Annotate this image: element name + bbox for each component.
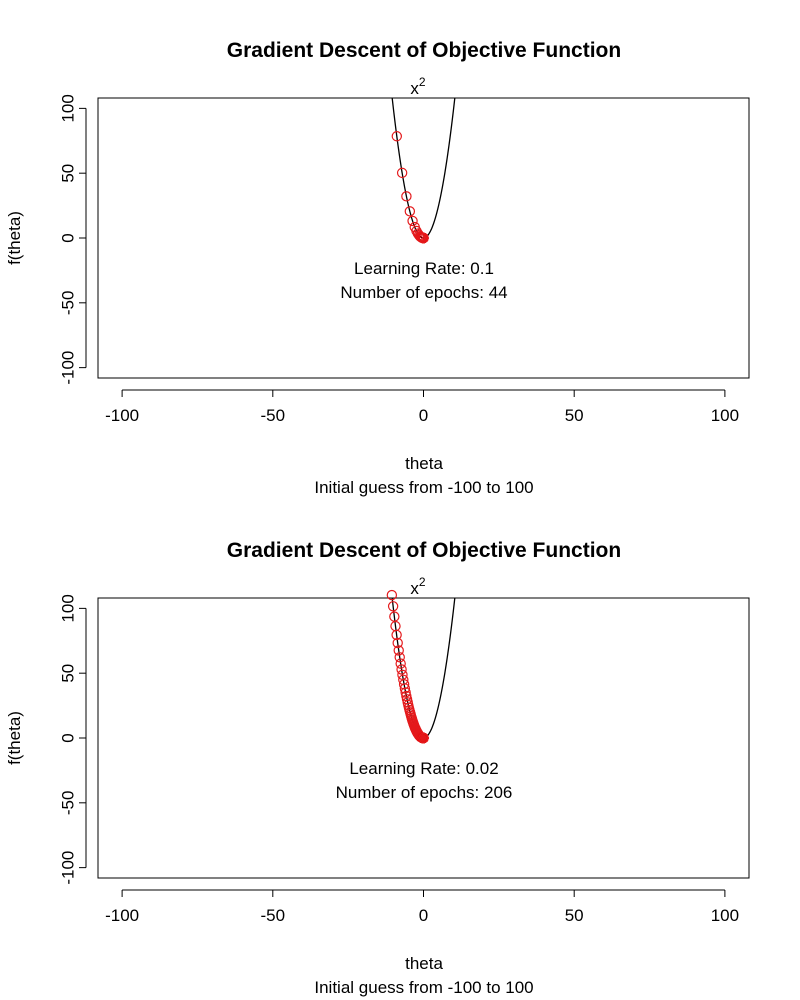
chart-title: Gradient Descent of Objective Function bbox=[227, 539, 621, 562]
x-tick-label: 0 bbox=[419, 406, 428, 425]
descent-point bbox=[386, 589, 398, 601]
y-axis-label: f(theta) bbox=[5, 711, 24, 765]
objective-curve bbox=[391, 98, 456, 239]
x-axis-label: theta bbox=[405, 954, 443, 973]
descent-point bbox=[392, 637, 403, 649]
descent-point bbox=[401, 191, 412, 202]
descent-point bbox=[400, 687, 411, 698]
x-axis-label: theta bbox=[405, 454, 443, 473]
y-tick-label: 50 bbox=[59, 164, 78, 183]
descent-point bbox=[387, 601, 399, 612]
ticks-layer: -100 -50 0 50 100 -100 -50 0 50 100 bbox=[59, 94, 750, 425]
marks-layer bbox=[386, 589, 456, 744]
descent-point bbox=[398, 679, 410, 690]
epochs-annotation: Number of epochs: 206 bbox=[336, 783, 513, 802]
descent-point bbox=[399, 683, 411, 694]
y-axis-label: f(theta) bbox=[5, 211, 24, 265]
panel-top: Gradient Descent of Objective Function x… bbox=[5, 39, 750, 497]
y-tick-label: 0 bbox=[59, 733, 78, 742]
marks-layer bbox=[391, 98, 456, 244]
ticks-layer: -100 -50 0 50 100 -100 -50 0 50 100 bbox=[59, 594, 750, 925]
plot-frame bbox=[97, 97, 750, 379]
function-label: x2 bbox=[410, 75, 426, 98]
plot-frame bbox=[97, 597, 750, 879]
descent-point bbox=[391, 131, 402, 142]
y-tick-label: 0 bbox=[59, 233, 78, 242]
x-tick-label: -50 bbox=[261, 906, 286, 925]
descent-point bbox=[396, 167, 408, 179]
epochs-annotation: Number of epochs: 44 bbox=[340, 283, 507, 302]
chart-subtitle: Initial guess from -100 to 100 bbox=[314, 978, 533, 997]
learning-rate-annotation: Learning Rate: 0.1 bbox=[354, 259, 494, 278]
learning-rate-annotation: Learning Rate: 0.02 bbox=[349, 759, 498, 778]
function-label: x2 bbox=[410, 575, 426, 598]
panel-bottom: Gradient Descent of Objective Function x… bbox=[5, 539, 750, 997]
descent-point bbox=[407, 215, 418, 227]
descent-point bbox=[396, 664, 407, 675]
y-tick-label: 100 bbox=[59, 594, 78, 622]
function-label-exponent: 2 bbox=[419, 575, 426, 589]
descent-point bbox=[418, 732, 429, 744]
x-tick-label: 100 bbox=[711, 906, 739, 925]
x-tick-label: 100 bbox=[711, 406, 739, 425]
function-label-base: x bbox=[410, 579, 419, 598]
x-tick-label: 0 bbox=[419, 906, 428, 925]
y-tick-label: 100 bbox=[59, 94, 78, 122]
descent-point bbox=[394, 652, 405, 663]
descent-point bbox=[404, 206, 416, 217]
x-tick-label: 50 bbox=[565, 406, 584, 425]
x-tick-label: 50 bbox=[565, 906, 584, 925]
chart-subtitle: Initial guess from -100 to 100 bbox=[314, 478, 533, 497]
y-tick-label: -100 bbox=[59, 851, 78, 885]
x-tick-label: -50 bbox=[261, 406, 286, 425]
x-tick-label: -100 bbox=[105, 406, 139, 425]
descent-point bbox=[393, 645, 404, 656]
descent-point bbox=[418, 232, 429, 244]
y-tick-label: 50 bbox=[59, 664, 78, 683]
descent-point bbox=[395, 658, 406, 669]
chart-title: Gradient Descent of Objective Function bbox=[227, 39, 621, 62]
x-tick-label: -100 bbox=[105, 906, 139, 925]
y-tick-label: -50 bbox=[59, 291, 78, 316]
function-label-exponent: 2 bbox=[419, 75, 426, 89]
function-label-base: x bbox=[410, 79, 419, 98]
descent-point bbox=[391, 629, 402, 641]
y-tick-label: -50 bbox=[59, 791, 78, 816]
y-tick-label: -100 bbox=[59, 351, 78, 385]
